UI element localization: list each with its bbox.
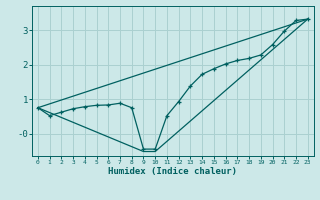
X-axis label: Humidex (Indice chaleur): Humidex (Indice chaleur) [108, 167, 237, 176]
